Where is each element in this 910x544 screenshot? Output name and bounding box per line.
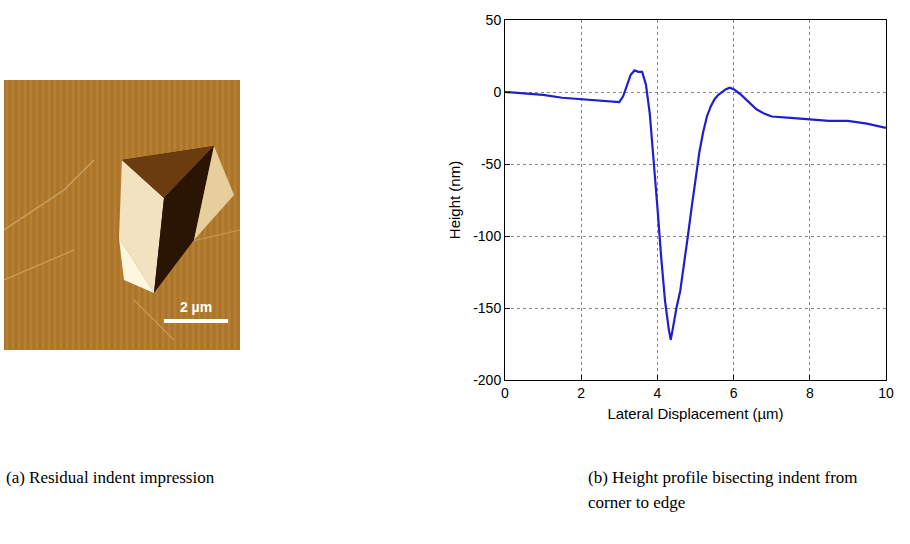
svg-text:-50: -50 bbox=[481, 156, 501, 172]
svg-text:0: 0 bbox=[493, 84, 501, 100]
svg-text:2: 2 bbox=[577, 385, 585, 401]
svg-text:50: 50 bbox=[486, 12, 502, 28]
svg-text:4: 4 bbox=[654, 385, 662, 401]
svg-text:-100: -100 bbox=[473, 228, 501, 244]
svg-text:Lateral Displacement (µm): Lateral Displacement (µm) bbox=[607, 405, 783, 422]
svg-text:8: 8 bbox=[806, 385, 814, 401]
svg-text:0: 0 bbox=[501, 385, 509, 401]
svg-text:10: 10 bbox=[878, 385, 894, 401]
svg-text:-200: -200 bbox=[473, 372, 501, 388]
html-text:(b) Height profile bisecting i: (b) Height profile bisecting indent from… bbox=[588, 468, 858, 512]
svg-text:6: 6 bbox=[730, 385, 738, 401]
html-text:(a) Residual indent impression: (a) Residual indent impression bbox=[6, 468, 215, 487]
svg-text:2 µm: 2 µm bbox=[180, 299, 212, 315]
svg-text:-150: -150 bbox=[473, 300, 501, 316]
svg-text:Height (nm): Height (nm) bbox=[446, 161, 463, 239]
